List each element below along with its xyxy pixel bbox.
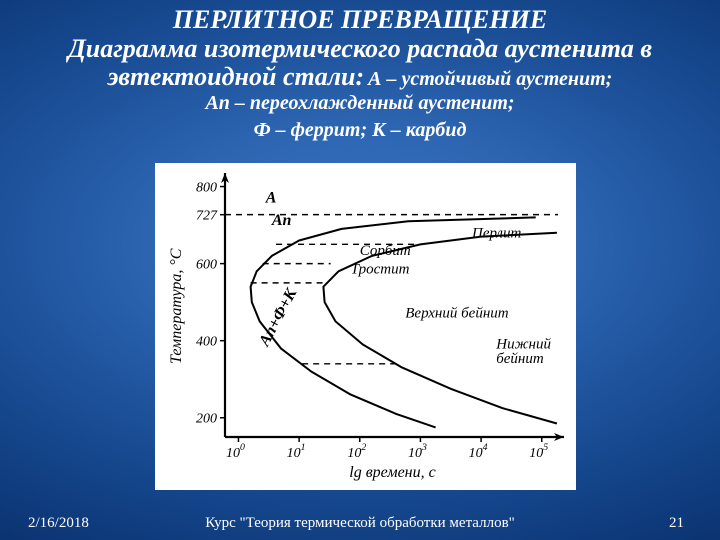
title-line-4: Ап – переохлажденный аустенит; <box>0 92 720 115</box>
svg-text:101: 101 <box>287 442 306 461</box>
svg-text:727: 727 <box>196 209 218 224</box>
svg-text:Перлит: Перлит <box>471 225 521 241</box>
footer-page: 21 <box>669 515 684 532</box>
title-line-3b: А – устойчивый аустенит; <box>368 68 612 90</box>
svg-text:А: А <box>265 190 277 207</box>
svg-text:600: 600 <box>196 258 217 273</box>
footer-date: 2/16/2018 <box>28 515 89 532</box>
svg-text:200: 200 <box>196 412 217 427</box>
title-line-1: ПЕРЛИТНОЕ ПРЕВРАЩЕНИЕ <box>0 6 720 35</box>
svg-text:Тростит: Тростит <box>351 261 410 277</box>
svg-text:бейнит: бейнит <box>496 351 544 367</box>
ttt-diagram: 200 400 600 727 800 Температура, °С 100 101 102 1… <box>155 163 576 490</box>
svg-text:Нижний: Нижний <box>495 336 551 352</box>
svg-text:Ап+Ф+К: Ап+Ф+К <box>256 285 301 350</box>
svg-text:Температура, °С: Температура, °С <box>168 248 185 364</box>
svg-text:Ап: Ап <box>271 212 292 229</box>
svg-text:400: 400 <box>196 335 217 350</box>
svg-text:100: 100 <box>226 442 245 461</box>
svg-text:102: 102 <box>347 442 366 461</box>
svg-text:Верхний бейнит: Верхний бейнит <box>405 306 509 322</box>
chart-svg: 200 400 600 727 800 Температура, °С 100 101 102 1… <box>155 163 576 490</box>
svg-text:Сорбит: Сорбит <box>360 243 411 259</box>
title-line-3a: эвтектоидной стали: <box>108 62 365 91</box>
footer: 2/16/2018 Курс "Теория термической обраб… <box>0 515 720 532</box>
footer-course: Курс "Теория термической обработки метал… <box>0 515 720 532</box>
svg-text:800: 800 <box>196 181 217 196</box>
svg-text:105: 105 <box>529 442 548 461</box>
title-line-2: Диаграмма изотермического распада аустен… <box>0 35 720 64</box>
title-block: ПЕРЛИТНОЕ ПРЕВРАЩЕНИЕ Диаграмма изотерми… <box>0 0 720 142</box>
title-line-5: Ф – феррит; К – карбид <box>0 119 720 142</box>
svg-text:103: 103 <box>408 442 427 461</box>
svg-text:lg времени, с: lg времени, с <box>349 464 435 481</box>
svg-text:104: 104 <box>469 442 488 461</box>
slide: ПЕРЛИТНОЕ ПРЕВРАЩЕНИЕ Диаграмма изотерми… <box>0 0 720 540</box>
